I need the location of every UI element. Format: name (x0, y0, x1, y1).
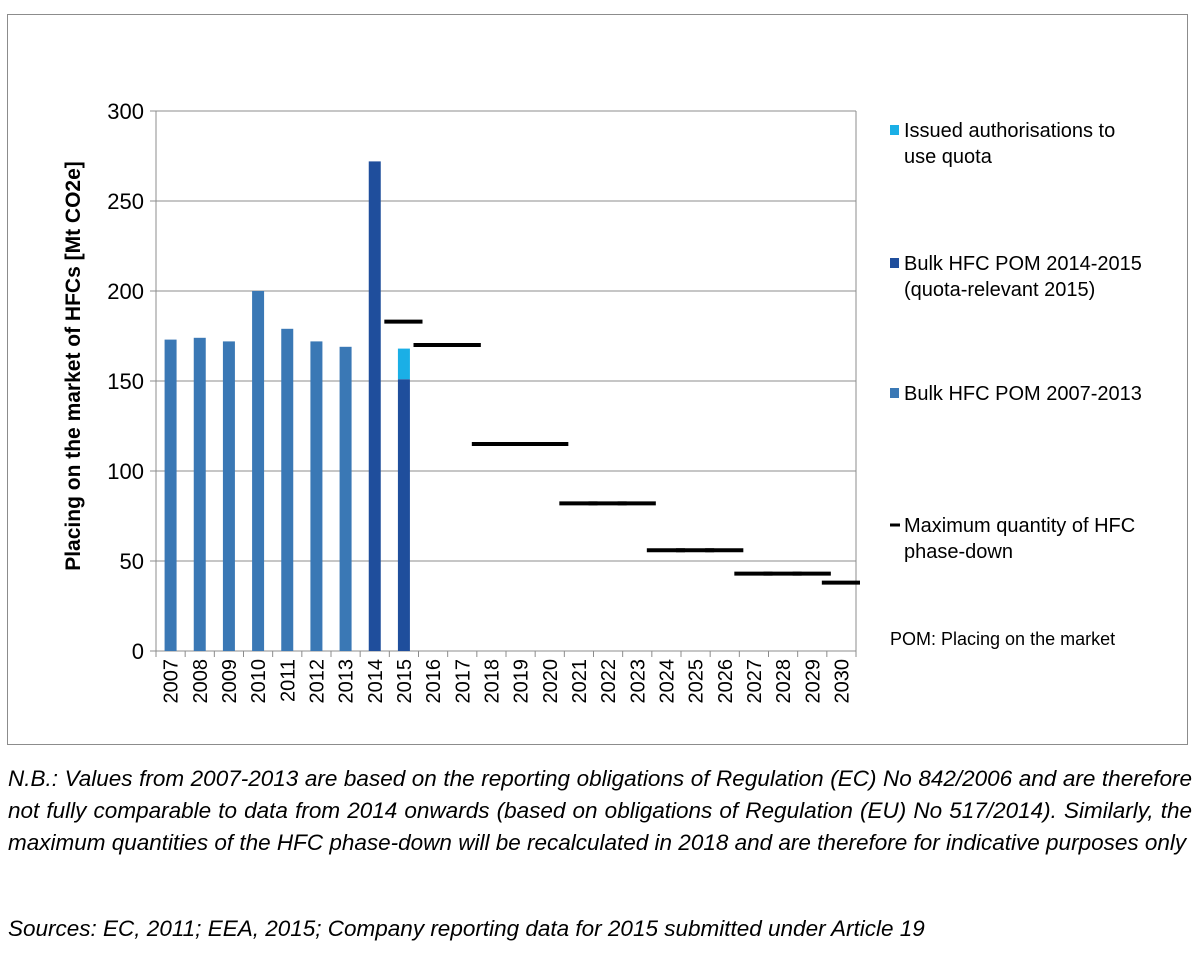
x-tick-label: 2008 (190, 659, 212, 704)
legend-label: Issued authorisations to use quota (904, 120, 1115, 168)
x-tick-label: 2028 (773, 659, 795, 704)
x-tick-label: 2012 (306, 659, 328, 704)
bar-bulk-2007-2013 (281, 328, 294, 651)
bar-bulk-2014-2015 (368, 161, 381, 651)
x-tick-label: 2030 (831, 659, 853, 704)
hfc-chart: 0 50 100 150 200 250 300 2007 2008 2009 2010 2011 20… (62, 99, 1142, 704)
x-tick-label: 2010 (248, 659, 270, 704)
bar-bulk-2007-2013 (252, 291, 265, 651)
x-tick-label: 2014 (365, 659, 387, 704)
legend-swatch (890, 258, 899, 268)
legend-swatch (890, 388, 899, 398)
x-tick-label: 2026 (715, 659, 737, 704)
x-tick-label: 2019 (511, 659, 533, 704)
x-tick-label: 2015 (394, 659, 416, 704)
x-tick-label: 2018 (481, 659, 503, 704)
bar-bulk-2014-2015 (397, 379, 410, 651)
x-tick-label: 2021 (569, 659, 591, 704)
bar-bulk-2007-2013 (193, 337, 206, 651)
x-tick-label: 2020 (540, 659, 562, 704)
x-tick-label: 2017 (452, 659, 474, 704)
x-tick-label: 2009 (219, 659, 241, 704)
footnote-text: N.B.: Values from 2007-2013 are based on… (8, 766, 1192, 855)
bar-bulk-2007-2013 (222, 341, 235, 651)
sources-text: Sources: EC, 2011; EEA, 2015; Company re… (8, 916, 925, 941)
x-tick-label: 2013 (336, 659, 358, 704)
x-tick-label: 2025 (686, 659, 708, 704)
chart-frame: 0 50 100 150 200 250 300 2007 2008 2009 2010 2011 20… (7, 14, 1188, 745)
legend-label: Maximum quantity of HFC phase-down (904, 515, 1135, 563)
y-axis-title: Placing on the market of HFCs [Mt CO2e] (62, 161, 85, 571)
y-tick-label: 100 (107, 459, 144, 484)
x-tick-label: 2023 (627, 659, 649, 704)
x-tick-label: 2016 (423, 659, 445, 704)
x-tick-label: 2024 (656, 659, 678, 704)
bar-bulk-2007-2013 (310, 341, 323, 651)
bar-bulk-2007-2013 (164, 339, 177, 651)
bar-bulk-2007-2013 (339, 346, 352, 651)
legend-swatch (890, 125, 899, 135)
x-tick-label: 2022 (598, 659, 620, 704)
y-tick-label: 150 (107, 369, 144, 394)
annotation-pom: POM: Placing on the market (890, 629, 1115, 649)
x-tick-label: 2027 (744, 659, 766, 704)
legend-label: Bulk HFC POM 2014-2015 (quota-relevant 20… (904, 253, 1142, 301)
legend-label: Bulk HFC POM 2007-2013 (904, 383, 1142, 405)
y-tick-label: 50 (120, 549, 144, 574)
y-tick-label: 200 (107, 279, 144, 304)
x-tick-label: 2029 (802, 659, 824, 704)
x-tick-label: 2011 (277, 659, 299, 702)
y-tick-label: 0 (132, 639, 144, 664)
y-tick-label: 250 (107, 189, 144, 214)
x-tick-label: 2007 (161, 659, 183, 704)
y-tick-label: 300 (107, 99, 144, 124)
bar-issued-authorisations (397, 348, 410, 380)
